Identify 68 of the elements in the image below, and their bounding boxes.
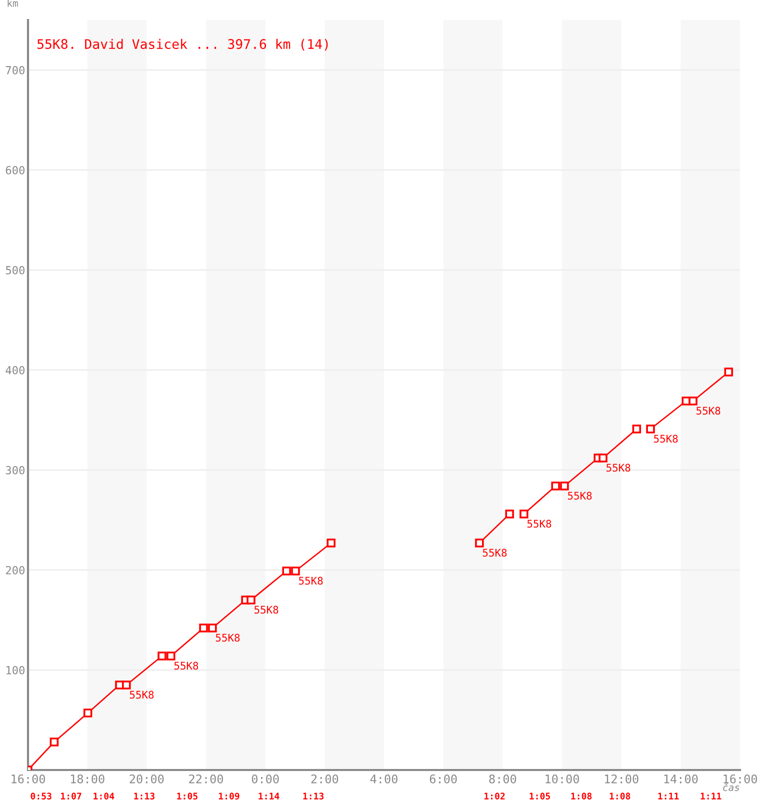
text: 1:13 [134, 792, 154, 800]
x-tick-label: 20:00 [130, 774, 164, 784]
annotation: 55K8 [482, 548, 507, 557]
x-tick-label: 18:00 [70, 774, 104, 784]
point [326, 538, 336, 548]
text: 1:04 [94, 792, 114, 800]
text: 1:09 [218, 792, 240, 800]
point [199, 624, 208, 632]
y-tick-label: 700 [6, 66, 24, 74]
point [505, 510, 514, 518]
point [520, 510, 528, 518]
annotation: 55K8 [696, 406, 720, 415]
text: 1:11 [700, 792, 722, 800]
point [282, 566, 291, 576]
point [475, 538, 484, 548]
point [166, 652, 176, 660]
point [208, 624, 217, 632]
y-tick-label: 100 [6, 666, 24, 674]
x-tick-label: 16:00 [724, 774, 758, 784]
point [551, 482, 560, 490]
x-tick-label: 8:00 [489, 774, 516, 784]
text: 1:08 [610, 792, 630, 800]
x-tick-label: 22:00 [189, 774, 224, 784]
y-tick-label: 300 [6, 466, 24, 474]
text: 1:08 [571, 792, 592, 800]
annotation: 55K8 [568, 492, 592, 500]
text: 1:14 [258, 792, 280, 800]
text: 0:53 [30, 792, 52, 800]
y-tick-label: 500 [6, 266, 24, 274]
y-tick-label: 400 [6, 366, 24, 374]
text: 1:05 [530, 792, 550, 800]
text: 55K8. David Vasicek ... 397.6 km (14) [37, 38, 328, 51]
y-tick-label: 600 [6, 166, 24, 174]
x-tick-label: 0:00 [252, 774, 279, 784]
text: 1:07 [60, 792, 82, 800]
text: 1:05 [177, 792, 198, 800]
x-tick-label: 2:00 [311, 774, 338, 784]
x-tick-label: 12:00 [604, 774, 638, 784]
annotation: 55K8 [527, 520, 552, 528]
point [122, 680, 131, 690]
point [246, 596, 256, 604]
point [158, 652, 166, 660]
point [560, 482, 569, 490]
x-axis-title: čas [723, 783, 740, 792]
point [646, 424, 655, 434]
text: 1:13 [303, 792, 324, 800]
point [50, 738, 59, 746]
point [291, 566, 300, 576]
x-tick-label: 6:00 [430, 774, 457, 784]
annotation: 55K8 [606, 464, 630, 472]
annotation: 55K8 [299, 576, 323, 585]
annotation: 55K8 [216, 634, 240, 642]
x-tick-label: 4:00 [370, 774, 398, 784]
annotation: 55K8 [254, 606, 278, 614]
x-tick-label: 16:00 [12, 774, 46, 784]
text: 1:11 [658, 792, 679, 800]
text: 1:02 [484, 792, 505, 800]
annotation: 55K8 [174, 662, 198, 670]
point [598, 454, 608, 462]
point [724, 368, 734, 376]
annotation: 55K8 [654, 434, 678, 443]
point [688, 396, 698, 406]
point [83, 708, 92, 718]
x-tick-label: 14:00 [664, 774, 698, 784]
y-tick-label: 200 [6, 566, 24, 574]
point [632, 424, 642, 434]
x-tick-label: 10:00 [546, 774, 580, 784]
annotation: 55K8 [130, 690, 154, 699]
